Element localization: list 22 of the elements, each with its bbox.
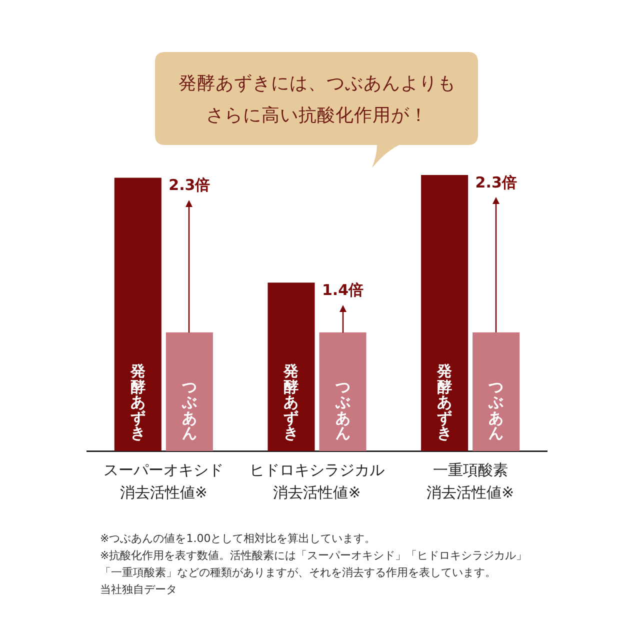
annotation: 2.3倍 xyxy=(475,173,517,192)
text: 当社独自データ xyxy=(100,582,178,598)
text: つぶあん xyxy=(335,378,350,442)
x-tick-label: スーパーオキシド消去活性値※ xyxy=(104,461,224,502)
text: ※抗酸化作用を表す数値。活性酸素には「スーパーオキシド」「ヒドロキシラジカル」「一重項酸素」などの種類がありますが、それを消去する作用を表しています。 xyxy=(100,548,528,581)
bar xyxy=(472,332,520,451)
x-tick-label: ヒドロキシラジカル消去活性値※ xyxy=(250,461,384,502)
annotation: 1.4倍 xyxy=(322,281,364,300)
bar xyxy=(421,175,468,451)
text: つぶあん xyxy=(488,378,504,442)
bar xyxy=(268,282,315,451)
text: 発酵あずき xyxy=(284,362,299,442)
bar xyxy=(319,332,366,451)
chart-title: 発酵あずきには、つぶあんよりもさらに高い抗酸化作用が！ xyxy=(177,72,457,128)
annotation: 2.3倍 xyxy=(168,176,210,194)
bar xyxy=(114,178,162,451)
text: ※つぶあんの値を1.00として相対比を算出しています。 xyxy=(100,531,377,547)
series-label: つぶあん xyxy=(182,378,197,442)
bar xyxy=(166,332,213,451)
x-tick-label: 一重項酸素消去活性値※ xyxy=(426,461,514,502)
text: 発酵あずき xyxy=(437,362,452,442)
series-label: 発酵あずき xyxy=(130,362,146,442)
